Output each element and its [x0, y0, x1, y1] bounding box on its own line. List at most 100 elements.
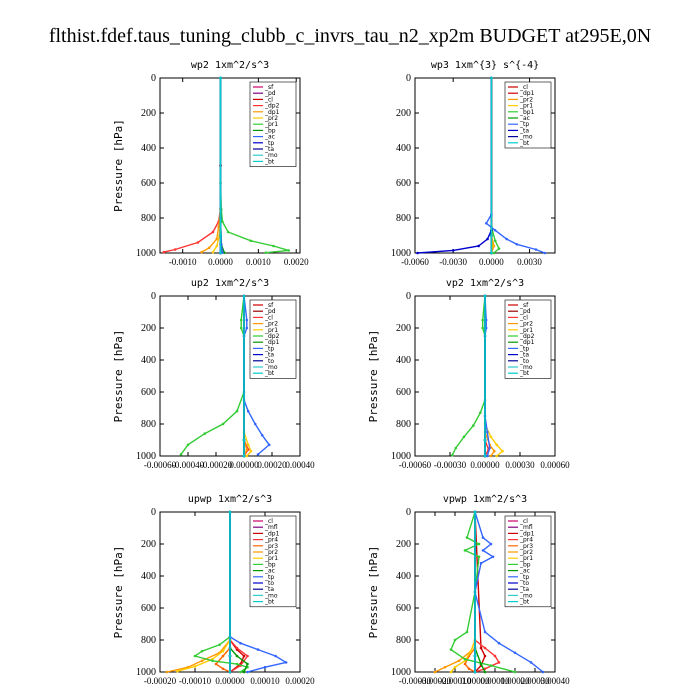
data-point	[479, 646, 483, 650]
data-point	[235, 662, 239, 666]
y-tick-label: 800	[396, 213, 411, 224]
data-point	[176, 669, 179, 673]
data-point	[479, 662, 483, 666]
y-tick-label: 800	[396, 419, 411, 430]
data-point	[221, 422, 225, 426]
legend-label: _mo	[519, 592, 533, 599]
data-point	[529, 661, 533, 664]
series-line-pr2	[434, 512, 476, 673]
legend-label: _to	[519, 580, 529, 587]
data-point	[481, 326, 484, 330]
y-axis-label: Pressure [hPa]	[112, 330, 125, 423]
x-tick-label: 0.00010	[250, 676, 280, 686]
data-point	[219, 251, 222, 255]
data-point	[481, 536, 485, 539]
data-point	[483, 454, 487, 458]
plot-frame	[159, 295, 301, 457]
y-tick-label: 0	[406, 507, 411, 518]
legend-label: _pr3	[519, 543, 533, 550]
series-line-tp	[485, 78, 546, 254]
data-point	[235, 409, 239, 413]
data-point	[193, 665, 197, 668]
data-point	[483, 630, 487, 634]
legend-label: _cl	[264, 96, 273, 103]
series-line-bp	[193, 512, 250, 673]
data-point	[483, 294, 487, 298]
data-point	[453, 638, 457, 642]
y-tick-label: 0	[406, 73, 411, 84]
legend-label: _sf	[264, 302, 274, 309]
legend: _sf_pd_cl_pr2_pr1_dp2_dp1_tp_ta_to_mo_bt	[504, 299, 552, 379]
series-line-pr4	[229, 512, 249, 673]
y-axis-label: Pressure [hPa]	[112, 546, 125, 639]
data-point	[497, 661, 501, 664]
legend: _cl_dp1_pr2_pr1_bp1_ac_tp_ta_mo_bt	[504, 81, 552, 149]
legend-label: _bt	[519, 599, 530, 606]
data-point	[249, 449, 253, 453]
series-line-ac	[229, 512, 249, 673]
x-tick-label: -0.0060	[401, 257, 429, 267]
y-tick-label: 200	[141, 539, 156, 550]
data-point	[272, 244, 275, 248]
data-point	[467, 667, 471, 671]
y-tick-label: 1000	[136, 248, 156, 259]
data-point	[541, 670, 545, 674]
data-point	[287, 249, 290, 252]
x-tick-label: 0.0020	[284, 257, 309, 267]
data-point	[196, 241, 200, 244]
x-tick-label: 0.00020	[500, 676, 530, 686]
legend-label: _bp	[519, 561, 531, 568]
legend-label: _tp	[264, 574, 274, 581]
legend-label: _bp1	[519, 109, 535, 116]
legend-label: _bp	[264, 561, 276, 568]
legend-label: _pr2	[264, 549, 278, 556]
x-tick-label: 0.00030	[520, 676, 550, 686]
series-line-ta	[417, 78, 493, 254]
data-point	[495, 443, 498, 447]
y-tick-label: 200	[141, 323, 156, 334]
data-point	[489, 542, 493, 546]
legend-label: _ta	[264, 146, 274, 153]
y-tick-label: 600	[396, 178, 411, 189]
legend-label: _pd	[264, 90, 276, 97]
legend-label: _cl	[264, 314, 273, 321]
legend-label: _mo	[519, 134, 533, 141]
data-point	[497, 641, 501, 645]
data-point	[493, 654, 497, 658]
data-point	[263, 665, 267, 669]
x-tick-label: 0.00000	[215, 676, 245, 686]
data-point	[465, 536, 469, 539]
data-point	[246, 662, 249, 666]
data-point	[242, 670, 246, 674]
data-point	[469, 649, 473, 653]
legend-label: _pr1	[264, 121, 278, 128]
x-tick-label: -0.00030	[399, 676, 432, 686]
legend-label: _cl	[519, 84, 528, 91]
x-tick-label: -0.00010	[179, 676, 212, 686]
x-tick-label: 0.00020	[257, 460, 287, 470]
data-point	[245, 454, 249, 458]
x-tick-label: 0.00020	[285, 676, 315, 686]
data-point	[228, 654, 232, 658]
x-tick-label: -0.00060	[144, 460, 177, 470]
y-tick-label: 600	[396, 387, 411, 398]
x-tick-label: 0.0000	[479, 257, 504, 267]
legend-label: _dp1	[264, 530, 280, 537]
legend-label: _ac	[264, 134, 275, 141]
data-point	[260, 433, 264, 437]
data-point	[165, 670, 169, 674]
data-point	[433, 670, 437, 674]
data-point	[246, 654, 249, 658]
series-line-tp	[243, 295, 271, 455]
legend-label: _mo	[264, 364, 278, 371]
legend-label: _tp	[519, 574, 529, 581]
legend: _cl_mfl_dp1_pr4_pr3_pr2_pr1_bp_ac_tp_to_…	[249, 515, 297, 608]
data-point	[221, 667, 225, 671]
data-point	[483, 646, 487, 650]
y-tick-label: 800	[396, 635, 411, 646]
y-tick-label: 1000	[391, 451, 411, 462]
data-point	[235, 646, 239, 650]
data-point	[416, 251, 419, 255]
legend-label: _pr2	[519, 321, 533, 328]
